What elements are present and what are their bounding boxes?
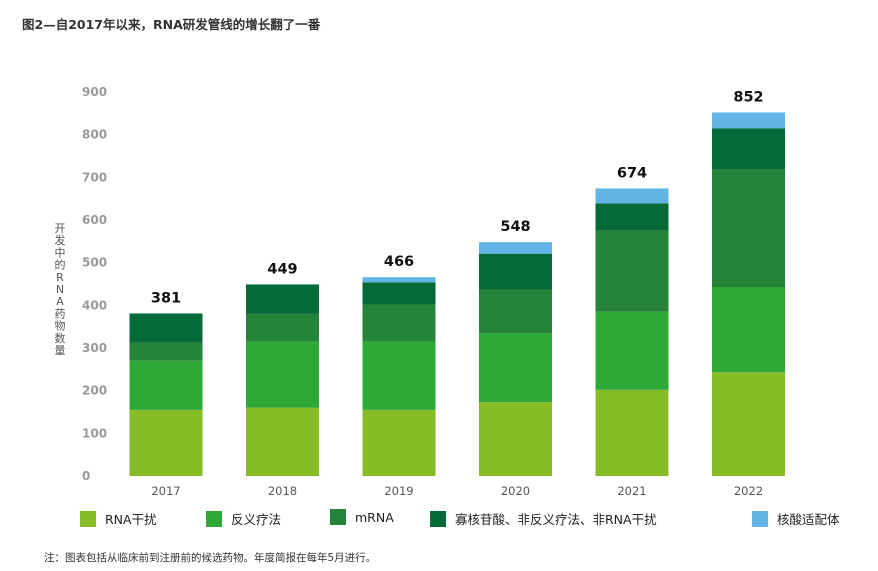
y-axis-title-char: 中 [55,246,66,259]
legend-swatch [80,510,96,527]
legend-label: 反义疗法 [231,512,282,527]
y-tick-label: 800 [82,128,107,142]
bar-segment [712,286,785,373]
y-tick-label: 0 [82,469,90,483]
x-tick-label: 2017 [151,484,180,498]
bar-segment [362,277,436,283]
bar-segment [129,409,203,476]
bar-segment [479,402,552,476]
x-tick-label: 2019 [384,484,413,498]
x-tick-label: 2020 [501,484,530,498]
bar-total-label: 381 [151,290,181,306]
chart-legend: RNA干扰 反义疗法 mRNA 寡核苷酸、非反义疗法、非RNA干扰 核酸适配体 [0,509,878,533]
y-axis-title-char: N [56,283,64,296]
y-tick-label: 300 [82,341,107,355]
bar-segment [479,253,552,290]
bar-segment [362,409,436,476]
bar-segment [129,342,203,361]
bar-segment [595,203,669,231]
bar-segment [246,284,319,314]
legend-swatch [206,510,222,527]
y-tick-label: 500 [82,256,107,270]
legend-label: mRNA [355,509,394,525]
chart-note: 注：图表包括从临床前到注册前的候选药物。年度简报在每年5月进行。 [44,552,377,564]
bar-segment [479,333,552,403]
bar-segment [129,313,203,343]
bar-segment [362,282,436,305]
legend-item: mRNA [330,509,394,525]
y-tick-label: 100 [82,426,107,440]
bar-segment [595,230,669,312]
bar-total-label: 674 [617,165,647,181]
x-tick-label: 2018 [268,484,297,498]
legend-item: 寡核苷酸、非反义疗法、非RNA干扰 [430,509,657,528]
y-axis-title-char: 物 [55,319,66,333]
y-axis-title-char: R [56,271,64,284]
legend-label: 寡核苷酸、非反义疗法、非RNA干扰 [455,512,657,527]
bar-segment [712,169,785,287]
y-tick-label: 900 [82,85,107,99]
y-tick-label: 200 [82,384,107,398]
bar-segment [479,289,552,334]
y-axis-title-char: 数 [55,332,66,345]
y-axis-title-char: 量 [55,344,66,357]
legend-swatch [430,510,446,527]
bar-segment [129,360,203,410]
bar-total-label: 449 [267,261,297,277]
bar-segment [712,112,785,129]
legend-swatch [752,510,768,527]
bar-total-label: 852 [733,89,763,105]
y-axis-title-char: 发 [55,233,66,247]
legend-label: RNA干扰 [105,512,157,527]
y-axis-title-char: 的 [55,258,66,272]
y-tick-label: 600 [82,213,107,227]
legend-swatch [330,509,346,525]
bar-segment [246,341,319,408]
chart-title: 图2—自2017年以来，RNA研发管线的增长翻了一番 [22,17,321,32]
legend-item: 核酸适配体 [752,509,840,528]
y-tick-label: 700 [82,170,107,184]
y-axis-title-char: 药 [55,307,66,320]
bar-segment [595,389,669,476]
legend-item: 反义疗法 [206,509,281,528]
y-tick-label: 400 [82,298,107,312]
y-axis-title-char: 开 [55,222,66,235]
x-tick-label: 2021 [617,484,646,498]
legend-item: RNA干扰 [80,509,157,528]
bar-segment [595,311,669,390]
x-tick-label: 2022 [734,484,763,498]
bar-segment [246,407,319,476]
bar-segment [712,372,785,476]
y-axis-title-char: A [56,295,64,308]
bar-total-label: 466 [384,254,414,270]
bar-segment [595,188,669,204]
bar-total-label: 548 [500,219,530,235]
bar-segment [246,313,319,342]
bar-segment [362,341,436,410]
legend-label: 核酸适配体 [777,512,840,527]
bar-segment [712,128,785,170]
bar-segment [362,304,436,342]
bar-segment [479,242,552,254]
